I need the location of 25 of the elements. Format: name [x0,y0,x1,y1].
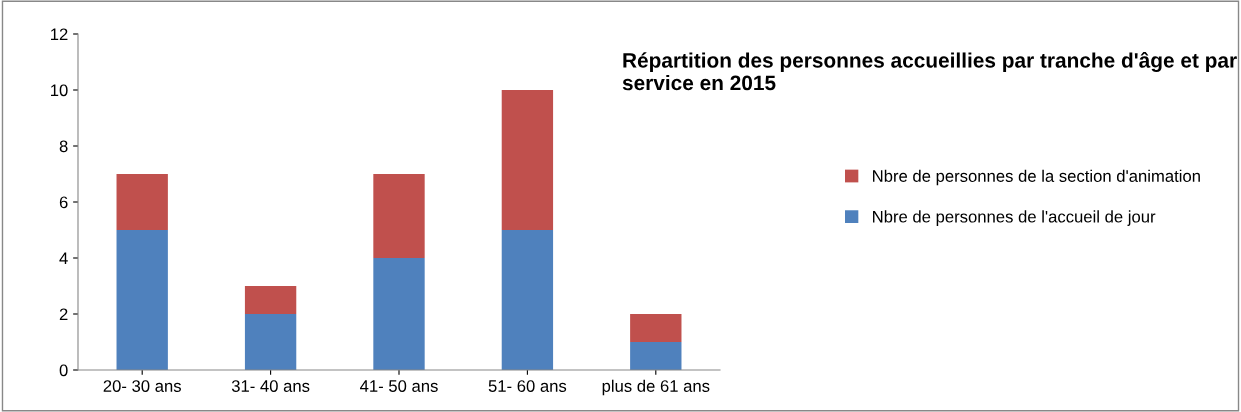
y-tick-label: 6 [59,196,68,209]
bar [501,90,554,230]
bar [116,230,168,370]
bar [373,174,425,258]
bar [244,286,297,314]
y-tick-label: 4 [59,252,68,265]
text: Répartition des personnes accueillies par tranche d'âge et par service en 2015 [622,52,1237,91]
x-tick-label: 31- 40 ans [231,380,310,392]
bar [630,342,682,370]
bar [501,230,554,370]
bar [373,258,425,370]
y-tick-label: 8 [59,140,68,153]
bar [630,314,682,342]
y-tick-label: 10 [51,84,68,97]
y-tick-label: 0 [59,364,68,377]
y-tick-label: 12 [51,28,68,41]
x-tick-label: 51- 60 ans [488,380,567,392]
bar [116,174,168,230]
y-tick-label: 2 [59,308,68,321]
x-tick-label: plus de 61 ans [602,379,710,396]
x-tick-label: 20- 30 ans [103,380,181,392]
legend-label: Nbre de personnes de l'accueil de jour [873,210,1156,226]
bar [244,314,297,370]
x-tick-label: 41- 50 ans [360,380,438,392]
legend-label: Nbre de personnes de la section d'animation [873,169,1200,186]
